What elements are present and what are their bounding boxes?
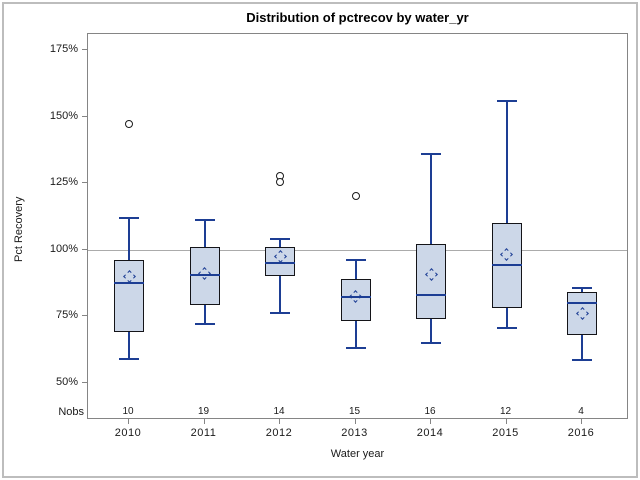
chart-title: Distribution of pctrecov by water_yr (246, 10, 469, 25)
reference-line-100pct (88, 249, 627, 251)
median-line (340, 296, 371, 299)
plot-area (87, 33, 628, 419)
x-category-label: 2013 (341, 427, 368, 439)
x-tick-mark (279, 419, 280, 424)
box-iqr (114, 260, 144, 332)
whisker-cap-bottom (496, 326, 517, 329)
whisker-cap-top (572, 287, 592, 290)
x-category-label: 2015 (492, 427, 519, 439)
whisker-line (279, 238, 281, 314)
y-tick-label: 50% (55, 375, 78, 388)
median-line (416, 293, 446, 296)
x-tick-mark (505, 419, 507, 424)
outlier-marker (125, 120, 133, 129)
y-tick-label: 175% (49, 43, 78, 55)
x-category-label: 2016 (567, 427, 595, 439)
median-line (265, 261, 295, 264)
y-tick-label: 150% (49, 109, 78, 122)
whisker-cap-bottom (119, 357, 139, 360)
nobs-value: 4 (578, 406, 584, 417)
x-axis-label: Water year (330, 448, 385, 460)
y-tick-mark (82, 49, 87, 50)
nobs-value: 15 (348, 406, 361, 417)
y-tick-label: 75% (55, 309, 78, 321)
x-tick-mark (128, 419, 129, 424)
nobs-value: 12 (499, 406, 512, 417)
whisker-line (505, 100, 508, 328)
outlier-marker (351, 192, 360, 201)
y-tick-label: 125% (49, 176, 78, 188)
box-iqr (340, 278, 371, 322)
y-tick-mark (82, 248, 87, 250)
median-line (189, 273, 220, 276)
outlier-marker (276, 177, 284, 186)
nobs-value: 19 (197, 406, 210, 417)
whisker-cap-top (270, 237, 290, 240)
x-category-label: 2014 (416, 427, 444, 439)
whisker-cap-bottom (572, 358, 592, 361)
y-axis-label: Pct Recovery (13, 196, 25, 262)
box-iqr (567, 292, 597, 335)
x-tick-mark (430, 419, 431, 424)
whisker-cap-top (496, 99, 517, 102)
median-line (114, 281, 144, 284)
y-tick-mark (82, 115, 87, 117)
median-line (567, 301, 597, 304)
whisker-cap-top (345, 259, 366, 262)
box-iqr (416, 244, 446, 319)
whisker-cap-top (194, 219, 215, 222)
box-iqr (189, 246, 220, 306)
whisker-cap-bottom (194, 322, 215, 325)
whisker-cap-bottom (421, 341, 441, 344)
x-tick-mark (581, 419, 582, 424)
whisker-cap-bottom (270, 312, 290, 315)
y-tick-mark (82, 381, 87, 383)
x-category-label: 2010 (114, 427, 142, 439)
y-tick-mark (82, 182, 87, 183)
y-tick-mark (82, 315, 87, 316)
whisker-cap-top (421, 152, 441, 155)
y-tick-label: 100% (49, 242, 78, 255)
x-tick-mark (203, 419, 205, 424)
box-iqr (265, 246, 295, 277)
whisker-cap-top (119, 216, 139, 219)
median-line (491, 264, 522, 267)
x-tick-mark (354, 419, 356, 424)
nobs-value: 14 (273, 406, 285, 417)
x-category-label: 2012 (265, 427, 293, 439)
nobs-value: 10 (122, 406, 134, 417)
nobs-value: 16 (424, 406, 436, 417)
nobs-row-header: Nobs (58, 406, 84, 418)
whisker-cap-bottom (345, 346, 366, 349)
x-category-label: 2011 (190, 427, 217, 439)
